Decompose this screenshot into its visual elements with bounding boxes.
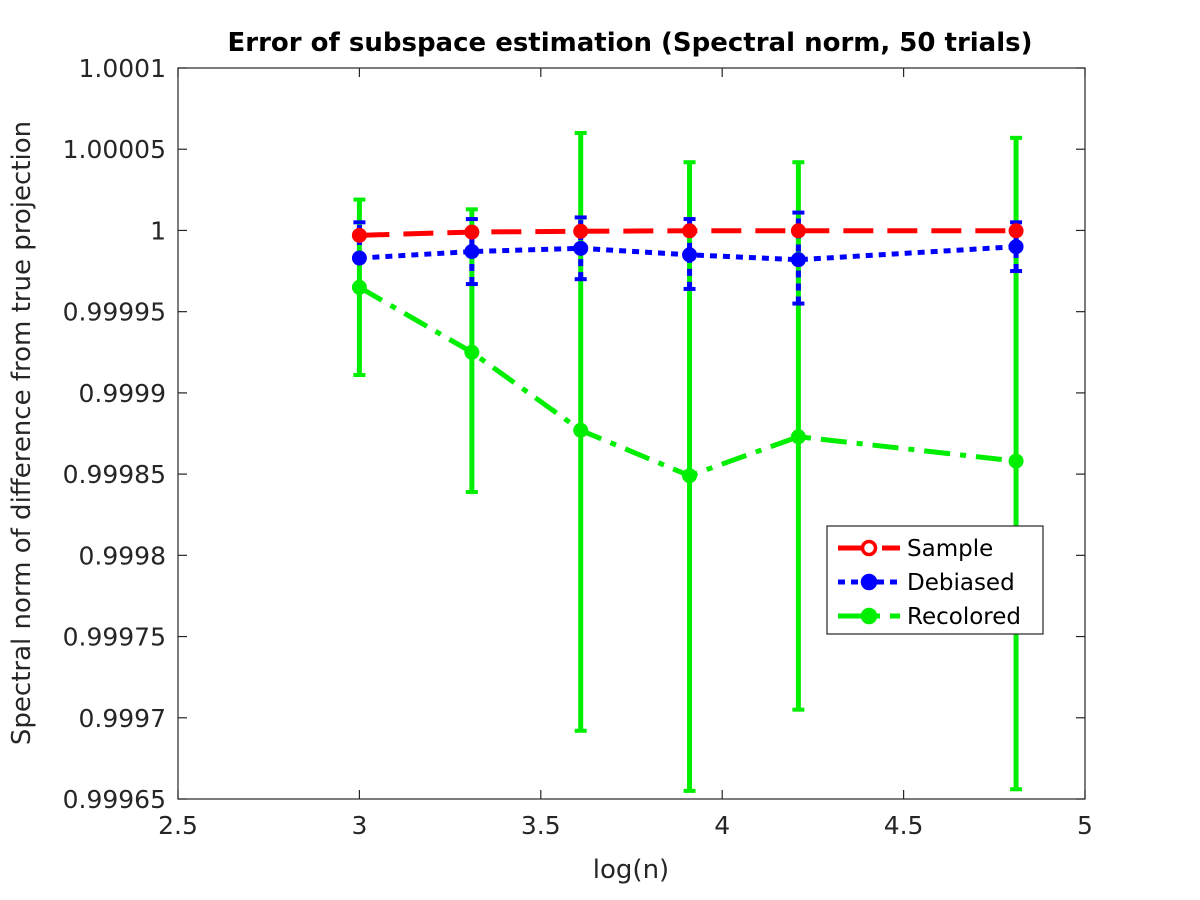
series-line xyxy=(359,244,1017,263)
x-tick-label: 5 xyxy=(1077,811,1093,840)
y-tick-label: 0.99985 xyxy=(63,460,166,489)
data-point xyxy=(351,227,367,243)
data-point xyxy=(464,344,480,360)
x-tick-label: 2.5 xyxy=(158,811,198,840)
series-layer xyxy=(351,130,1024,793)
data-point xyxy=(682,247,698,263)
data-point xyxy=(464,244,480,260)
y-axis-label: Spectral norm of difference from true pr… xyxy=(7,121,37,745)
axes-box xyxy=(177,67,1086,800)
data-point xyxy=(790,223,806,239)
y-tick-label: 1.0001 xyxy=(79,54,166,83)
data-point xyxy=(790,429,806,445)
legend-marker xyxy=(860,607,878,625)
plot-area xyxy=(178,68,1085,799)
data-point xyxy=(464,224,480,240)
x-tick-labels: 2.5 3 3.5 4 4.5 5 xyxy=(158,811,1093,840)
x-tick-label: 3 xyxy=(351,811,367,840)
data-point xyxy=(1008,239,1024,255)
chart-title: Error of subspace estimation (Spectral n… xyxy=(228,28,1033,58)
legend-label: Sample xyxy=(907,536,993,562)
data-point xyxy=(573,240,589,256)
y-tick-label: 1 xyxy=(150,216,166,245)
data-point xyxy=(1008,453,1024,469)
y-tick-labels: 0.99965 0.9997 0.99975 0.9998 0.99985 0.9999 0… xyxy=(63,54,166,814)
data-point xyxy=(573,422,589,438)
y-tick-label: 0.9998 xyxy=(79,541,166,570)
legend-label: Recolored xyxy=(907,604,1021,630)
series-line xyxy=(359,228,1017,238)
data-point xyxy=(573,223,589,239)
data-point xyxy=(682,468,698,484)
series-sample xyxy=(351,223,1024,243)
y-tick-label: 0.99965 xyxy=(63,785,166,814)
y-tick-label: 0.99975 xyxy=(63,623,166,652)
y-tick-label: 0.9999 xyxy=(79,379,166,408)
legend: Sample Debiased Recolored xyxy=(826,525,1044,635)
x-tick-label: 3.5 xyxy=(521,811,561,840)
y-tick-label: 0.9997 xyxy=(79,704,166,733)
data-point xyxy=(682,223,698,239)
data-point xyxy=(1008,223,1024,239)
legend-marker xyxy=(860,539,878,557)
data-point xyxy=(790,252,806,268)
x-axis-label: log(n) xyxy=(593,855,669,885)
y-tick-label: 0.99995 xyxy=(63,298,166,327)
data-point xyxy=(351,250,367,266)
x-tick-label: 4 xyxy=(714,811,730,840)
x-tick-label: 4.5 xyxy=(884,811,924,840)
y-tick-label: 1.00005 xyxy=(63,135,166,164)
legend-label: Debiased xyxy=(907,570,1015,596)
series-debiased xyxy=(351,210,1024,306)
legend-marker xyxy=(860,573,878,591)
series-line xyxy=(358,285,1017,479)
data-point xyxy=(351,279,367,295)
